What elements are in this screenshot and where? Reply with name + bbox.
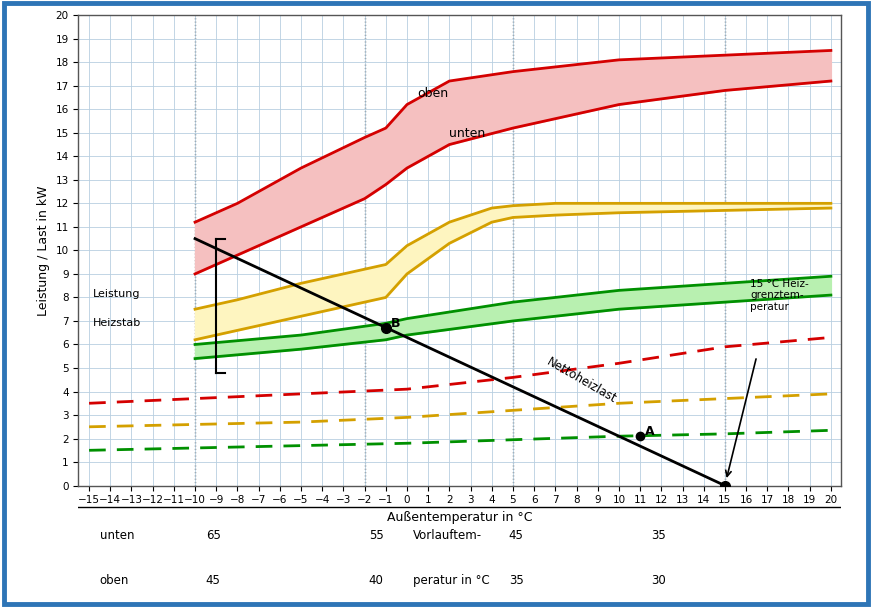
Text: 35: 35 <box>508 574 523 588</box>
Text: Vorlauftem-: Vorlauftem- <box>413 529 482 541</box>
Text: 65: 65 <box>206 529 221 541</box>
Text: 45: 45 <box>508 529 523 541</box>
Text: 55: 55 <box>369 529 384 541</box>
Text: A: A <box>645 425 655 438</box>
Text: unten: unten <box>449 127 486 140</box>
Text: oben: oben <box>99 574 129 588</box>
Text: unten: unten <box>99 529 134 541</box>
Text: Nettoheizlast: Nettoheizlast <box>545 356 619 406</box>
Text: Leistung: Leistung <box>93 290 140 299</box>
Text: 15 °C Heiz-
grenztem-
peratur: 15 °C Heiz- grenztem- peratur <box>750 279 809 312</box>
Text: peratur in °C: peratur in °C <box>413 574 490 588</box>
Text: 40: 40 <box>369 574 384 588</box>
Text: B: B <box>392 317 400 330</box>
Y-axis label: Leistung / Last in kW: Leistung / Last in kW <box>37 185 50 316</box>
Text: 30: 30 <box>651 574 665 588</box>
Text: Heizstab: Heizstab <box>93 317 141 328</box>
X-axis label: Außentemperatur in °C: Außentemperatur in °C <box>387 511 533 524</box>
Text: oben: oben <box>418 87 449 101</box>
Text: 45: 45 <box>206 574 221 588</box>
Text: 35: 35 <box>651 529 665 541</box>
